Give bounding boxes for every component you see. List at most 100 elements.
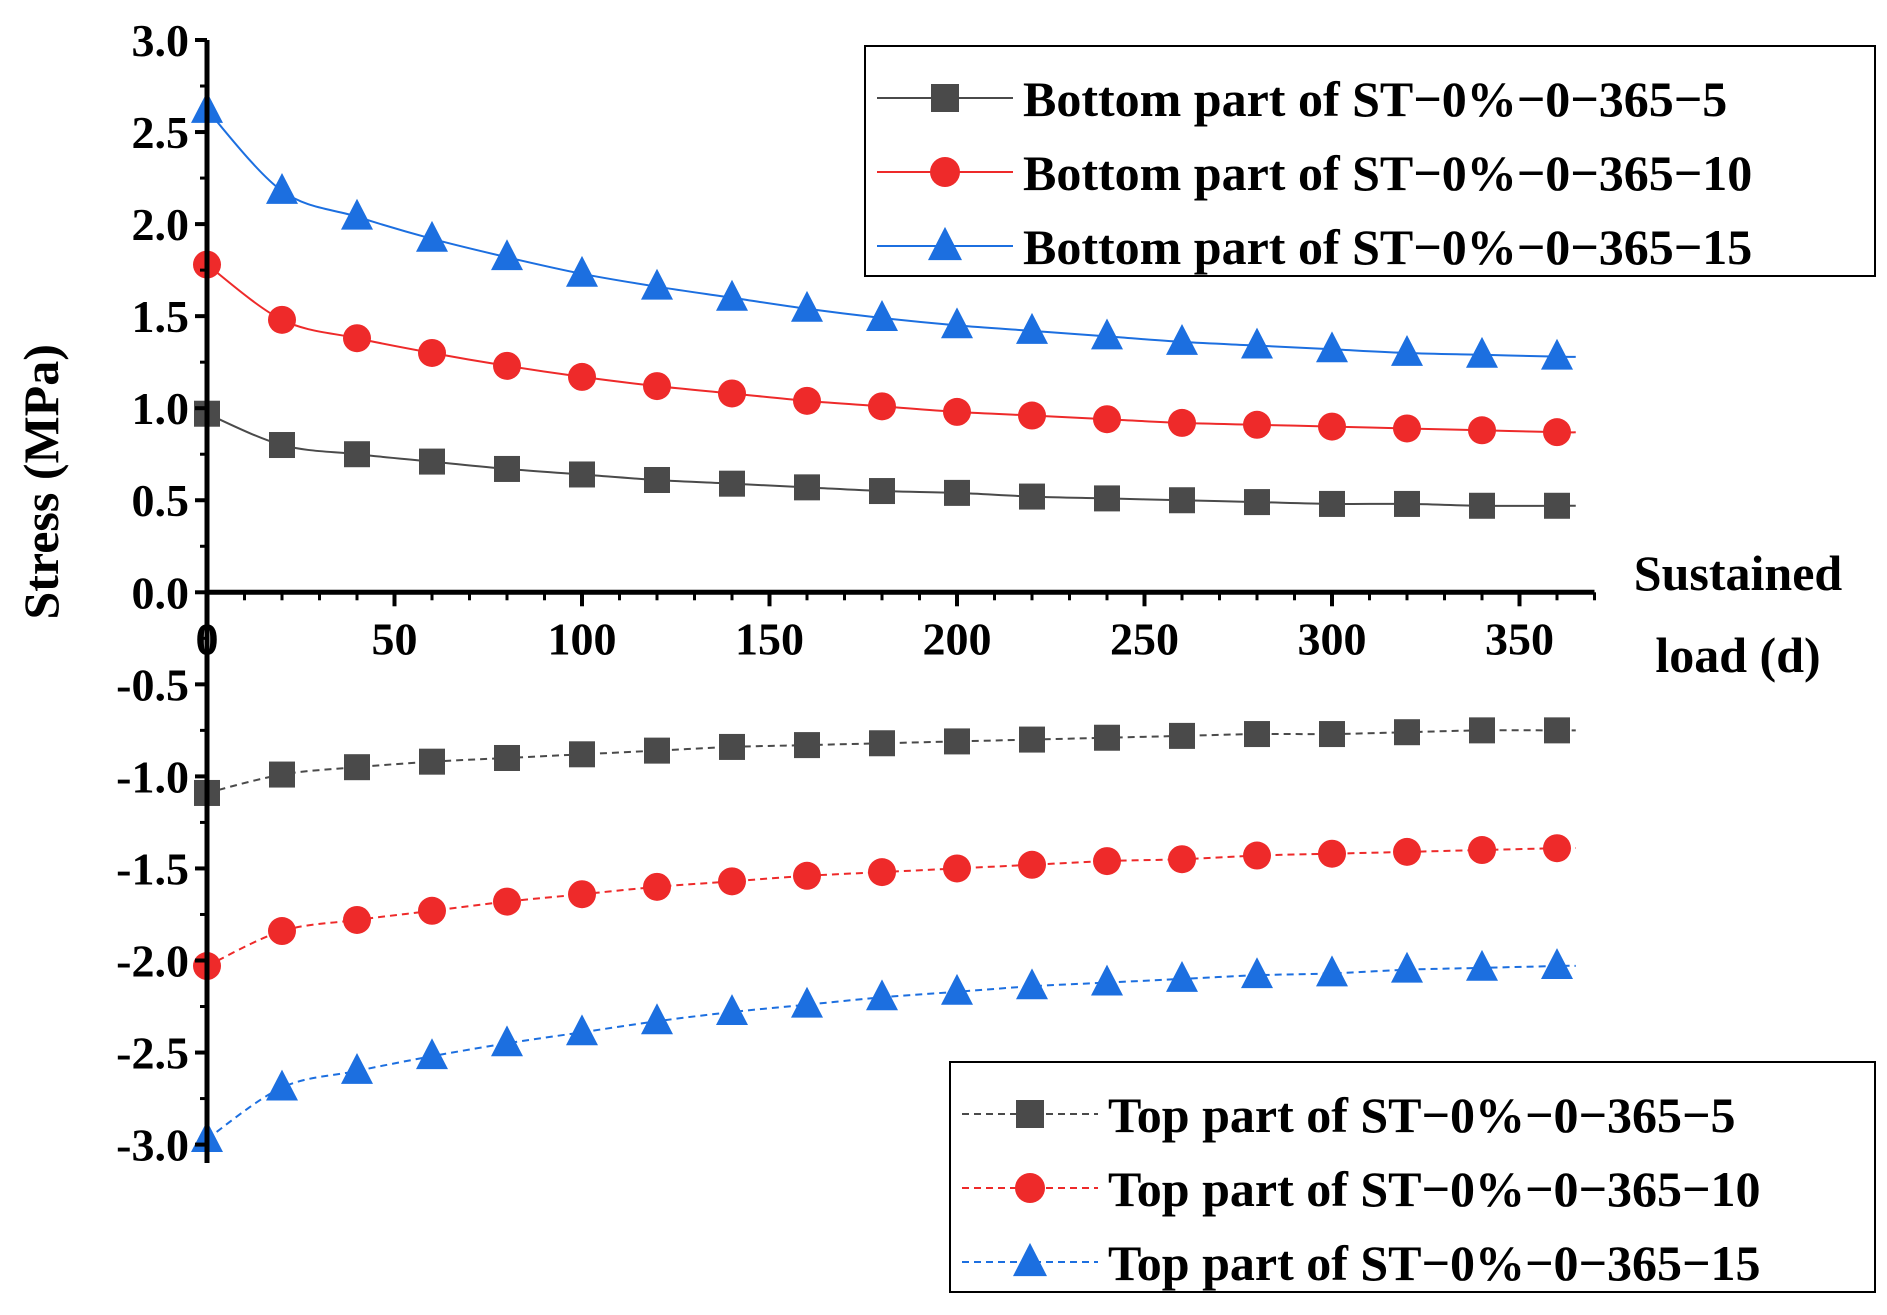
square-marker <box>419 448 445 475</box>
x-tick-label: 300 <box>1298 613 1367 664</box>
circle-marker <box>943 397 971 426</box>
triangle-marker <box>1541 338 1573 370</box>
triangle-marker <box>566 1014 598 1046</box>
y-tick-label: 1.0 <box>132 383 190 434</box>
circle-marker <box>1168 408 1196 437</box>
circle-marker <box>793 861 821 890</box>
square-marker <box>1544 717 1570 744</box>
circle-marker <box>343 324 371 353</box>
square-marker <box>1319 490 1345 517</box>
triangle-marker <box>1391 951 1423 983</box>
circle-marker <box>1543 418 1571 447</box>
square-marker <box>1094 724 1120 751</box>
circle-marker <box>493 887 521 916</box>
triangle-marker <box>1466 949 1498 981</box>
circle-marker <box>418 338 446 367</box>
square-marker <box>944 479 970 506</box>
circle-marker <box>1468 416 1496 445</box>
triangle-marker <box>1091 318 1123 350</box>
y-tick-label: 0.0 <box>132 567 190 618</box>
triangle-marker <box>266 173 298 204</box>
square-marker <box>1394 719 1420 746</box>
square-marker <box>1394 490 1420 517</box>
triangle-marker <box>941 307 973 339</box>
triangle-marker <box>1241 957 1273 989</box>
square-marker <box>644 466 670 493</box>
legend-entry: Bottom part of ST−0%−0−365−5 <box>877 71 1727 127</box>
triangle-marker <box>341 198 373 230</box>
series-5 <box>193 834 1576 981</box>
triangle-marker <box>1241 327 1273 359</box>
square-marker <box>1094 485 1120 512</box>
square-marker <box>494 455 520 482</box>
series-1 <box>194 400 1576 519</box>
circle-marker <box>718 379 746 408</box>
legend-box <box>864 45 1876 277</box>
legend-bottom-part: Bottom part of ST−0%−0−365−5 Bottom part … <box>864 45 1876 277</box>
square-marker <box>1019 483 1045 510</box>
triangle-marker <box>1016 312 1048 344</box>
series-layer <box>191 92 1576 1153</box>
y-tick-label: 0.5 <box>132 475 190 526</box>
triangle-marker <box>641 268 673 300</box>
x-tick-label: 0 <box>196 613 219 664</box>
circle-marker <box>1318 412 1346 441</box>
square-marker <box>344 441 370 468</box>
triangle-marker <box>416 220 448 252</box>
x-tick-label: 100 <box>548 613 617 664</box>
triangle-marker <box>1166 960 1198 992</box>
square-marker <box>269 761 295 788</box>
x-tick-label: 350 <box>1485 613 1554 664</box>
y-ticks: 3.0 2.5 2.0 1.5 1.0 0.5 0.0 -0.5 -1.0 -1.5 -2.0 -2.… <box>116 15 207 1171</box>
square-marker <box>869 478 895 505</box>
series-2 <box>193 250 1576 447</box>
square-marker <box>1169 722 1195 749</box>
square-marker <box>869 730 895 757</box>
x-ticks: 0 50 100 150 200 250 300 350 <box>196 592 1596 664</box>
legend-entry: Bottom part of ST−0%−0−365−10 <box>877 145 1752 201</box>
square-marker <box>1244 721 1270 748</box>
y-tick-label: 2.0 <box>132 199 190 250</box>
circle-marker <box>1243 410 1271 439</box>
circle-marker <box>1393 837 1421 866</box>
square-marker <box>931 84 959 112</box>
y-tick-label: 1.5 <box>132 291 190 342</box>
triangle-marker <box>1541 948 1573 979</box>
legend-entry: Top part of ST−0%−0−365−5 <box>962 1087 1736 1143</box>
x-axis-title-line1: Sustained <box>1634 545 1843 601</box>
legend-entry: Top part of ST−0%−0−365−10 <box>962 1161 1761 1217</box>
triangle-marker <box>1016 968 1048 1000</box>
y-tick-label: -1.5 <box>116 843 189 894</box>
square-marker <box>1469 717 1495 744</box>
triangle-marker <box>716 994 748 1025</box>
square-marker <box>344 754 370 781</box>
circle-marker <box>930 157 960 187</box>
triangle-marker <box>1316 331 1348 363</box>
circle-marker <box>1543 834 1571 863</box>
series-6 <box>191 948 1576 1153</box>
circle-marker <box>493 351 521 380</box>
legend-label: Top part of ST−0%−0−365−5 <box>1108 1087 1736 1143</box>
square-marker <box>1244 489 1270 516</box>
x-tick-label: 150 <box>735 613 804 664</box>
legend-label: Top part of ST−0%−0−365−15 <box>1108 1235 1761 1291</box>
y-tick-label: -2.0 <box>116 935 189 986</box>
legend-label: Bottom part of ST−0%−0−365−10 <box>1023 145 1752 201</box>
square-marker <box>644 737 670 764</box>
y-tick-label: -3.0 <box>116 1120 189 1171</box>
y-tick-label: 2.5 <box>132 107 190 158</box>
x-tick-label: 200 <box>923 613 992 664</box>
circle-marker <box>1168 845 1196 874</box>
square-marker <box>1016 1100 1044 1128</box>
y-axis-title: Stress (MPa) <box>13 344 69 619</box>
triangle-marker <box>1316 955 1348 987</box>
triangle-marker <box>341 1053 373 1084</box>
square-marker <box>1319 721 1345 748</box>
triangle-marker <box>416 1038 448 1070</box>
square-marker <box>794 732 820 759</box>
square-marker <box>269 432 295 459</box>
circle-marker <box>418 896 446 925</box>
circle-marker <box>1018 850 1046 879</box>
triangle-marker <box>941 973 973 1005</box>
